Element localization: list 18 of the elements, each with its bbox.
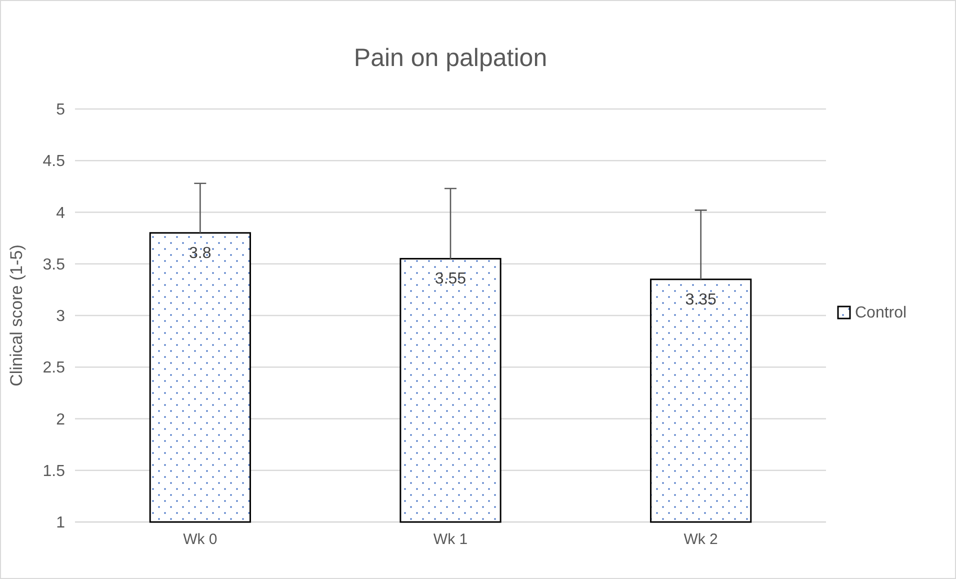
y-tick-label: 1 (56, 514, 66, 532)
y-tick-label: 4 (56, 204, 66, 222)
x-tick-label: Wk 1 (433, 531, 468, 548)
y-tick-label: 3 (56, 308, 66, 326)
y-tick-label: 5 (56, 102, 66, 119)
legend-label: Control (855, 304, 907, 322)
y-tick-label: 3.5 (42, 256, 66, 274)
y-tick-label: 2 (56, 411, 66, 428)
x-tick-label: Wk 2 (684, 531, 718, 548)
y-tick-label: 4.5 (42, 153, 66, 170)
data-label: 3.35 (685, 291, 717, 308)
chart-title: Pain on palpation (354, 44, 548, 72)
data-label: 3.55 (434, 270, 466, 288)
y-tick-label: 1.5 (42, 462, 66, 480)
y-tick-label: 2.5 (42, 360, 66, 377)
x-tick-label: Wk 0 (183, 531, 218, 548)
data-label: 3.8 (189, 244, 212, 262)
y-axis-title: Clinical score (1-5) (7, 244, 26, 386)
